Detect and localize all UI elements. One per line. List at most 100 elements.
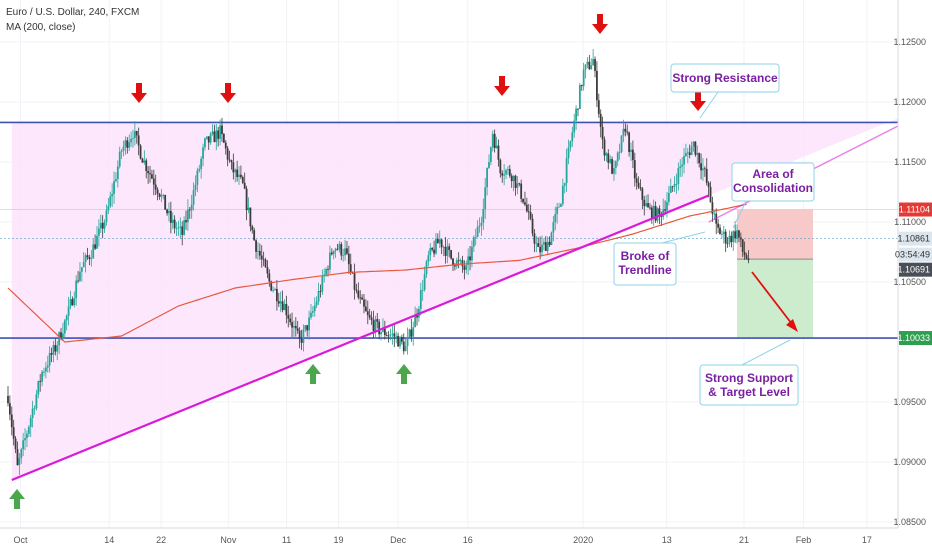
- candle-body: [745, 255, 748, 259]
- candle-body: [266, 267, 269, 274]
- candle-body: [730, 235, 733, 243]
- candle-body: [480, 222, 483, 226]
- candle-body: [472, 237, 475, 247]
- price-badge: [899, 231, 932, 246]
- candle-body: [378, 321, 381, 335]
- candle-body: [478, 225, 481, 227]
- candle-body: [573, 120, 576, 133]
- candle-body: [690, 146, 693, 155]
- candle-body: [493, 133, 496, 149]
- candle-body: [736, 230, 738, 239]
- candle-body: [33, 408, 36, 410]
- candle-body: [14, 438, 17, 450]
- candle-body: [571, 132, 574, 142]
- candle-body: [707, 182, 710, 187]
- candle-body: [224, 142, 227, 149]
- candle-body: [402, 341, 405, 352]
- candle-body: [164, 194, 167, 210]
- candle-body: [62, 333, 64, 339]
- candle-body: [666, 201, 668, 211]
- candle-body: [29, 418, 32, 427]
- candle-body: [39, 381, 42, 382]
- candle-body: [58, 332, 61, 346]
- x-tick-label: 14: [104, 535, 114, 545]
- candle-body: [446, 246, 449, 256]
- candle-body: [262, 259, 265, 261]
- chart-header: Euro / U.S. Dollar, 240, FXCM MA (200, c…: [6, 7, 139, 33]
- callout-pointer: [661, 231, 706, 244]
- x-tick-label: Dec: [390, 535, 407, 545]
- candle-body: [442, 246, 445, 248]
- price-badge-label: 1.10691: [897, 265, 930, 275]
- y-tick-label: 1.12500: [893, 37, 926, 47]
- candle-body: [429, 248, 432, 256]
- x-tick-label: 2020: [573, 535, 593, 545]
- candle-body: [330, 252, 333, 255]
- candle-body: [12, 427, 15, 439]
- candle-body: [48, 353, 51, 366]
- candle-body: [620, 135, 623, 152]
- candle-body: [703, 168, 706, 170]
- candle-body: [518, 183, 521, 185]
- x-tick-label: Nov: [220, 535, 237, 545]
- candle-body: [135, 131, 138, 136]
- x-tick-label: 21: [739, 535, 749, 545]
- candle-body: [260, 255, 263, 260]
- candle-body: [96, 235, 98, 249]
- candle-body: [188, 209, 191, 211]
- candle-body: [590, 65, 593, 70]
- candle-body: [664, 209, 666, 211]
- candle-body: [476, 226, 479, 238]
- candle-body: [688, 152, 691, 155]
- candle-body: [514, 175, 517, 188]
- indicator-label: MA (200, close): [6, 22, 75, 33]
- candle-body: [489, 147, 492, 162]
- candle-body: [368, 315, 371, 318]
- candle-body: [22, 440, 25, 450]
- candle-body: [257, 250, 259, 252]
- candle-body: [607, 153, 610, 163]
- candle-body: [364, 306, 367, 312]
- candle-body: [556, 207, 559, 214]
- candle-body: [213, 131, 216, 143]
- candle-body: [99, 222, 102, 229]
- callout-pointer: [732, 200, 747, 229]
- candle-body: [554, 213, 557, 223]
- candle-body: [283, 303, 286, 311]
- candle-body: [198, 168, 201, 171]
- candle-body: [408, 329, 411, 338]
- candle-body: [346, 248, 348, 254]
- candle-body: [154, 184, 157, 190]
- ma-line: [7, 203, 747, 343]
- candle-body: [565, 158, 568, 184]
- candle-body: [313, 305, 316, 312]
- candle-body: [232, 162, 235, 173]
- x-tick-label: 17: [862, 535, 872, 545]
- candle-body: [376, 319, 379, 322]
- candle-body: [363, 299, 365, 307]
- candle-body: [149, 173, 151, 175]
- candle-body: [578, 85, 581, 109]
- candle-body: [512, 175, 515, 182]
- candle-body: [77, 280, 79, 282]
- down-arrow-icon: [494, 76, 510, 96]
- candle-body: [387, 335, 390, 337]
- candle-body: [457, 260, 460, 262]
- annotation-text: & Target Level: [708, 385, 790, 399]
- candle-body: [516, 183, 519, 188]
- candle-body: [311, 311, 314, 313]
- candle-body: [622, 128, 625, 136]
- candle-body: [186, 209, 189, 223]
- annotation-text: Broke of: [621, 249, 671, 263]
- candle-body: [596, 70, 598, 101]
- callout-box: [731, 162, 815, 202]
- candle-body: [705, 168, 708, 183]
- candle-body: [215, 130, 218, 143]
- candle-body: [673, 184, 676, 187]
- target-zone: [737, 259, 813, 339]
- candle-body: [258, 250, 261, 256]
- candle-body: [228, 159, 231, 161]
